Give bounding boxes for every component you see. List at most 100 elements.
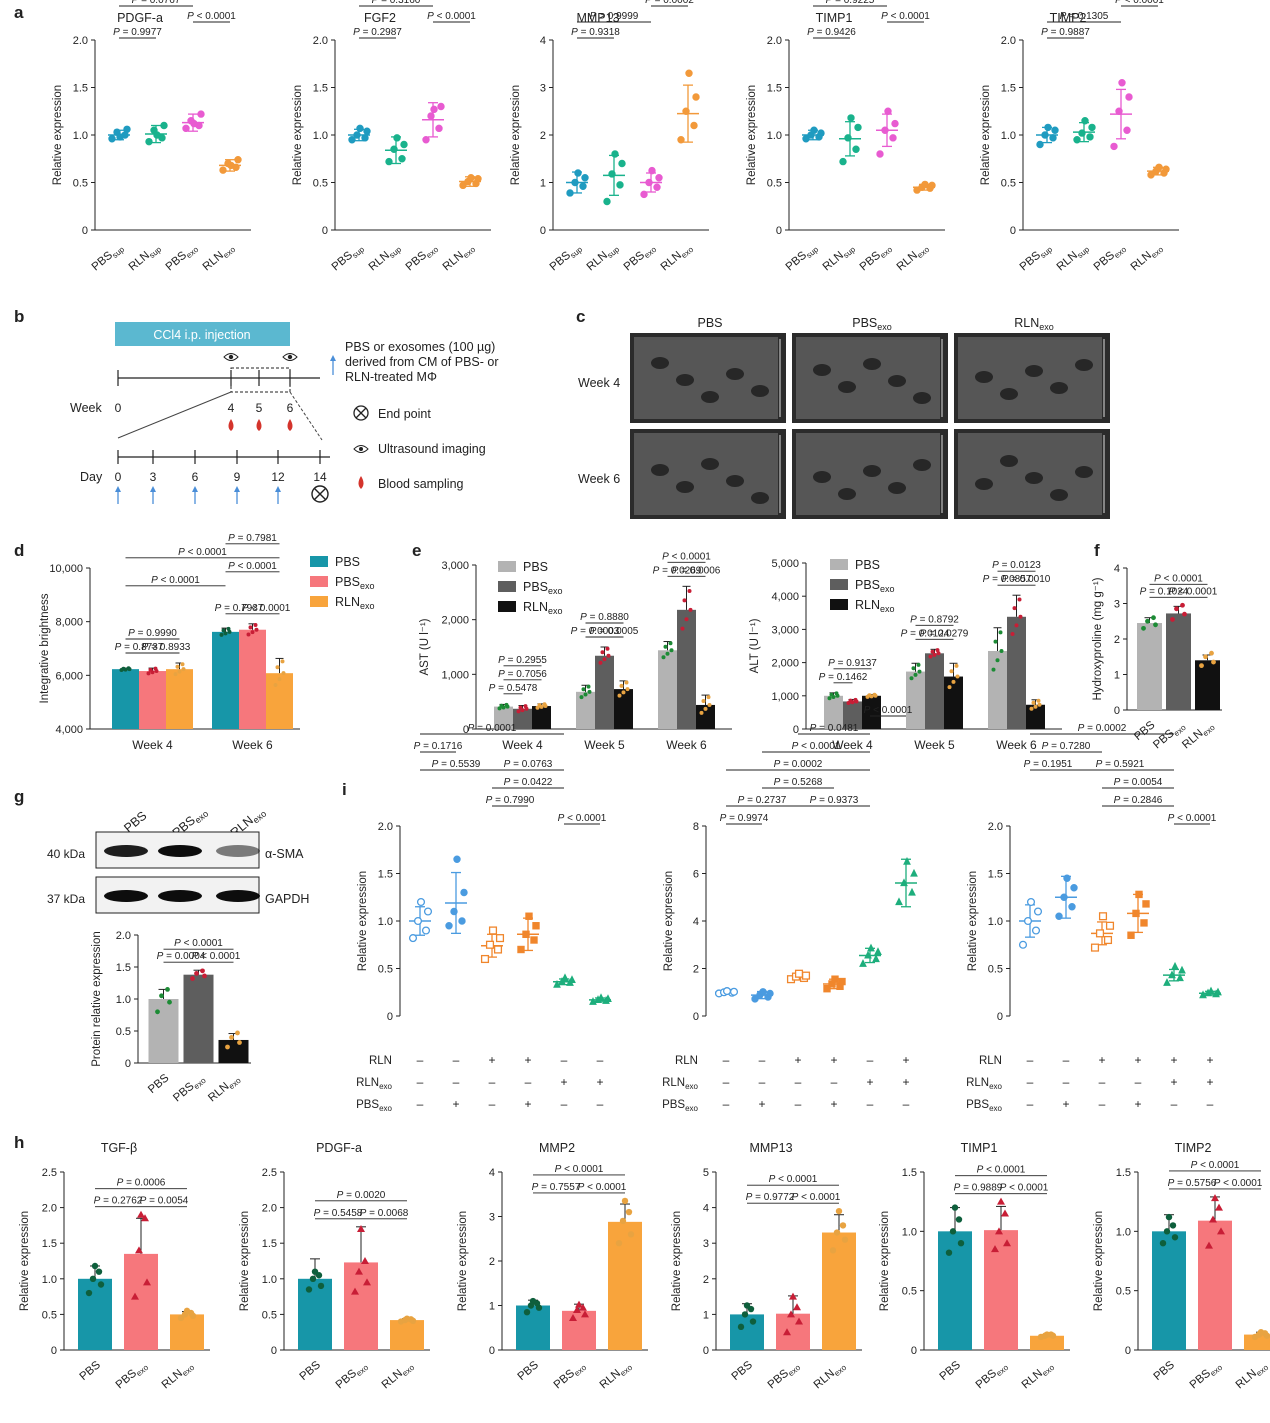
treatment-sign: + bbox=[1170, 1075, 1177, 1089]
chart-d: 4,000 6,000 8,000 10,000 Integrative brightn… bbox=[39, 533, 375, 752]
p-rest: = 0.0279 bbox=[926, 628, 968, 639]
p-italic: P bbox=[1114, 777, 1121, 788]
y-tick-label: 2 bbox=[703, 1274, 709, 1286]
data-point bbox=[180, 662, 185, 667]
data-point bbox=[789, 1292, 797, 1300]
p-value-label: P = 0.9887 bbox=[1041, 27, 1090, 38]
column-label: PBSexo bbox=[852, 316, 892, 332]
data-point bbox=[309, 1275, 317, 1283]
data-point bbox=[928, 654, 933, 659]
data-point bbox=[677, 136, 685, 144]
p-value-label: P = 0.0422 bbox=[504, 777, 553, 788]
p-italic: P bbox=[826, 0, 833, 6]
bar bbox=[730, 1314, 764, 1350]
data-point bbox=[398, 155, 406, 163]
group-2 bbox=[1090, 912, 1115, 952]
label: derived from CM of PBS- or bbox=[345, 355, 499, 369]
group-3 bbox=[823, 975, 846, 993]
treatment-label: RLNexo bbox=[662, 1077, 698, 1091]
p-italic: P bbox=[1140, 586, 1147, 597]
y-tick-label: 0 bbox=[322, 225, 328, 237]
y-tick-label: 0.5 bbox=[378, 964, 393, 976]
p-value-label: P < 0.0001 bbox=[242, 603, 291, 614]
treatment-sign: – bbox=[1135, 1075, 1142, 1089]
data-point bbox=[1018, 614, 1023, 619]
p-value-label: P = 0.8933 bbox=[142, 642, 191, 653]
treatment-sign: – bbox=[489, 1075, 496, 1089]
vessel-shadow bbox=[1075, 466, 1093, 478]
group-5 bbox=[589, 993, 612, 1005]
end-point-cross bbox=[313, 487, 327, 501]
data-point bbox=[991, 667, 996, 672]
treatment-sign: – bbox=[1099, 1075, 1106, 1089]
vessel-shadow bbox=[701, 391, 719, 403]
data-point bbox=[575, 1300, 583, 1308]
data-point bbox=[273, 682, 278, 687]
data-point bbox=[221, 628, 226, 633]
category-label: PBSsup bbox=[330, 241, 367, 275]
y-tick-label: 4,000 bbox=[771, 591, 799, 603]
y-tick-label: 5,000 bbox=[771, 558, 799, 570]
p-italic: P bbox=[215, 603, 222, 614]
data-point bbox=[1171, 961, 1179, 970]
p-value-label: P < 0.0001 bbox=[192, 951, 241, 962]
bar bbox=[562, 1310, 596, 1350]
y-tick-label: 0 bbox=[540, 225, 546, 237]
p-italic: P bbox=[1191, 1160, 1198, 1171]
p-rest: = 0.0123 bbox=[999, 560, 1041, 571]
data-point bbox=[1095, 929, 1105, 938]
p-italic: P bbox=[1154, 573, 1161, 584]
y-axis-label: Relative expression bbox=[663, 871, 675, 971]
p-rest: = 0.8792 bbox=[917, 614, 959, 625]
bar bbox=[239, 629, 266, 729]
category-label: RLNexo bbox=[1020, 1359, 1057, 1393]
data-point bbox=[254, 627, 259, 632]
p-rest: = 0.9887 bbox=[1048, 27, 1090, 38]
treatment-sign: + bbox=[1206, 1075, 1213, 1089]
data-point bbox=[167, 999, 172, 1005]
y-tick-label: 3,000 bbox=[771, 624, 799, 636]
data-point bbox=[624, 680, 629, 685]
y-tick-label: 0.5 bbox=[767, 178, 782, 190]
category-label: RLNexo bbox=[895, 241, 932, 275]
y-tick-label: 2.0 bbox=[1001, 35, 1016, 47]
label-sub: exo bbox=[685, 1082, 698, 1091]
data-point bbox=[408, 934, 418, 943]
vessel-shadow bbox=[838, 381, 856, 393]
data-point bbox=[165, 987, 170, 992]
p-italic: P bbox=[94, 1196, 101, 1207]
y-axis-label: AST (U l⁻¹) bbox=[419, 618, 431, 675]
data-point bbox=[1145, 618, 1150, 624]
data-point bbox=[355, 1267, 363, 1275]
data-point bbox=[518, 705, 523, 710]
p-rest: = 0.0006 bbox=[123, 1178, 165, 1189]
y-tick-label: 0 bbox=[703, 1345, 709, 1357]
group-0 bbox=[108, 125, 131, 143]
category-label: RLNexo bbox=[1180, 719, 1217, 753]
category-label: PBS bbox=[730, 1359, 756, 1383]
data-point bbox=[1153, 622, 1158, 628]
treatment-sign: + bbox=[830, 1097, 837, 1111]
data-point bbox=[579, 1303, 587, 1311]
data-point bbox=[598, 660, 603, 665]
p-value-label: P < 0.0001 bbox=[187, 11, 236, 22]
arrow-head-icon bbox=[330, 355, 336, 361]
category-label: RLNexo bbox=[812, 1359, 849, 1393]
y-tick-label: 2 bbox=[1114, 634, 1120, 646]
legend-label: RLNexo bbox=[855, 598, 895, 614]
data-point bbox=[183, 1307, 191, 1315]
data-point bbox=[194, 971, 199, 976]
y-tick-label: 1.5 bbox=[902, 1167, 917, 1179]
data-point bbox=[495, 934, 505, 943]
p-italic: P bbox=[1169, 586, 1176, 597]
p-rest: < 0.0001 bbox=[983, 1165, 1025, 1176]
y-tick-label: 0 bbox=[82, 225, 88, 237]
p-value-label: P = 0.1305 bbox=[1060, 11, 1109, 22]
category-label: PBSsup bbox=[784, 241, 821, 275]
p-rest: = 0.7056 bbox=[505, 669, 547, 680]
category-label: PBSexo bbox=[552, 1359, 589, 1393]
p-value-label: P = 0.8792 bbox=[910, 614, 959, 625]
p-rest: = 0.3160 bbox=[378, 0, 420, 6]
treatment-sign: + bbox=[452, 1097, 459, 1111]
